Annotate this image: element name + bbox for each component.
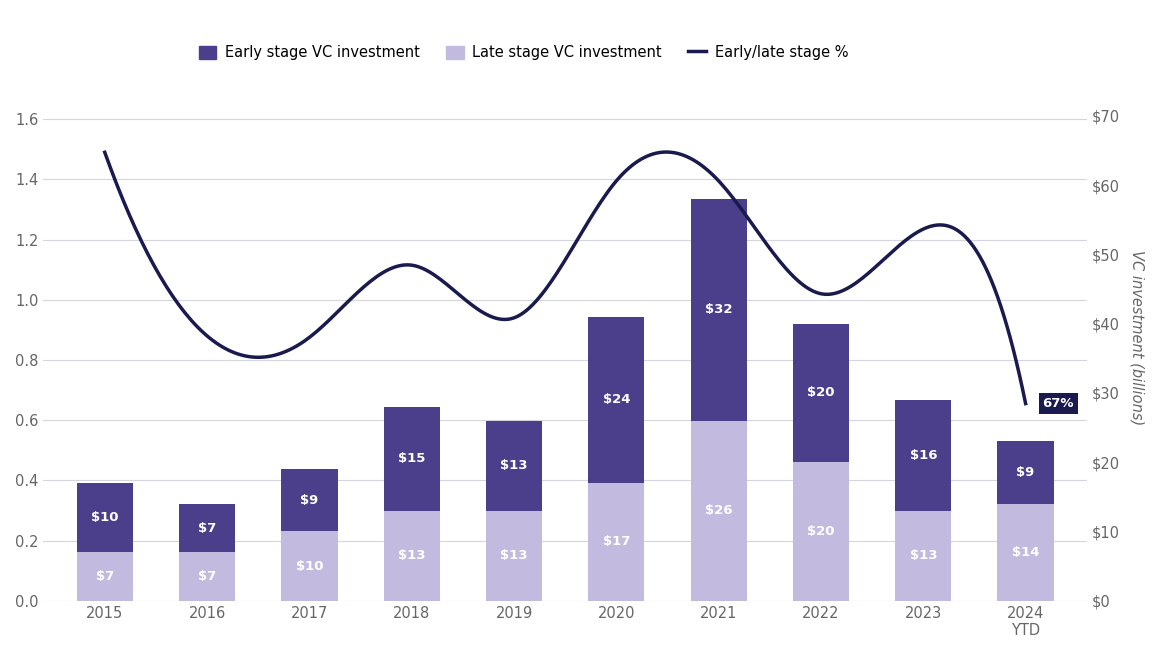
Bar bbox=[179, 552, 235, 601]
Text: $17: $17 bbox=[603, 535, 630, 549]
Bar bbox=[281, 532, 338, 601]
Text: $9: $9 bbox=[300, 494, 319, 507]
Text: $9: $9 bbox=[1016, 466, 1035, 479]
Text: $7: $7 bbox=[198, 570, 216, 583]
Bar bbox=[896, 511, 951, 601]
Text: $20: $20 bbox=[807, 525, 835, 538]
Text: $10: $10 bbox=[90, 511, 118, 524]
Text: $13: $13 bbox=[909, 549, 937, 562]
Bar bbox=[690, 199, 747, 421]
Text: $10: $10 bbox=[296, 560, 324, 573]
Bar bbox=[77, 552, 133, 601]
Bar bbox=[998, 503, 1053, 601]
Bar bbox=[486, 421, 542, 511]
Y-axis label: VC investment (billions): VC investment (billions) bbox=[1130, 249, 1145, 425]
Text: $13: $13 bbox=[500, 549, 528, 562]
Text: $7: $7 bbox=[95, 570, 114, 583]
Bar bbox=[998, 441, 1053, 503]
Text: $20: $20 bbox=[807, 387, 835, 400]
Text: $32: $32 bbox=[705, 304, 732, 316]
Bar bbox=[588, 317, 645, 483]
Text: 67%: 67% bbox=[1043, 397, 1074, 410]
Text: $16: $16 bbox=[909, 449, 937, 462]
Text: $26: $26 bbox=[705, 504, 732, 517]
Bar bbox=[384, 511, 440, 601]
Text: $13: $13 bbox=[500, 459, 528, 472]
Bar bbox=[281, 469, 338, 532]
Legend: Early stage VC investment, Late stage VC investment, Early/late stage %: Early stage VC investment, Late stage VC… bbox=[193, 39, 854, 66]
Bar bbox=[384, 407, 440, 511]
Bar bbox=[690, 421, 747, 601]
Bar bbox=[896, 400, 951, 511]
Text: $7: $7 bbox=[198, 522, 216, 535]
Bar bbox=[792, 324, 849, 462]
Bar bbox=[486, 511, 542, 601]
Bar bbox=[77, 483, 133, 552]
Text: $24: $24 bbox=[602, 393, 630, 406]
Bar bbox=[588, 483, 645, 601]
Bar bbox=[792, 462, 849, 601]
Bar bbox=[179, 503, 235, 552]
Text: $15: $15 bbox=[398, 453, 426, 465]
Text: $13: $13 bbox=[398, 549, 426, 562]
Text: $14: $14 bbox=[1012, 546, 1039, 559]
